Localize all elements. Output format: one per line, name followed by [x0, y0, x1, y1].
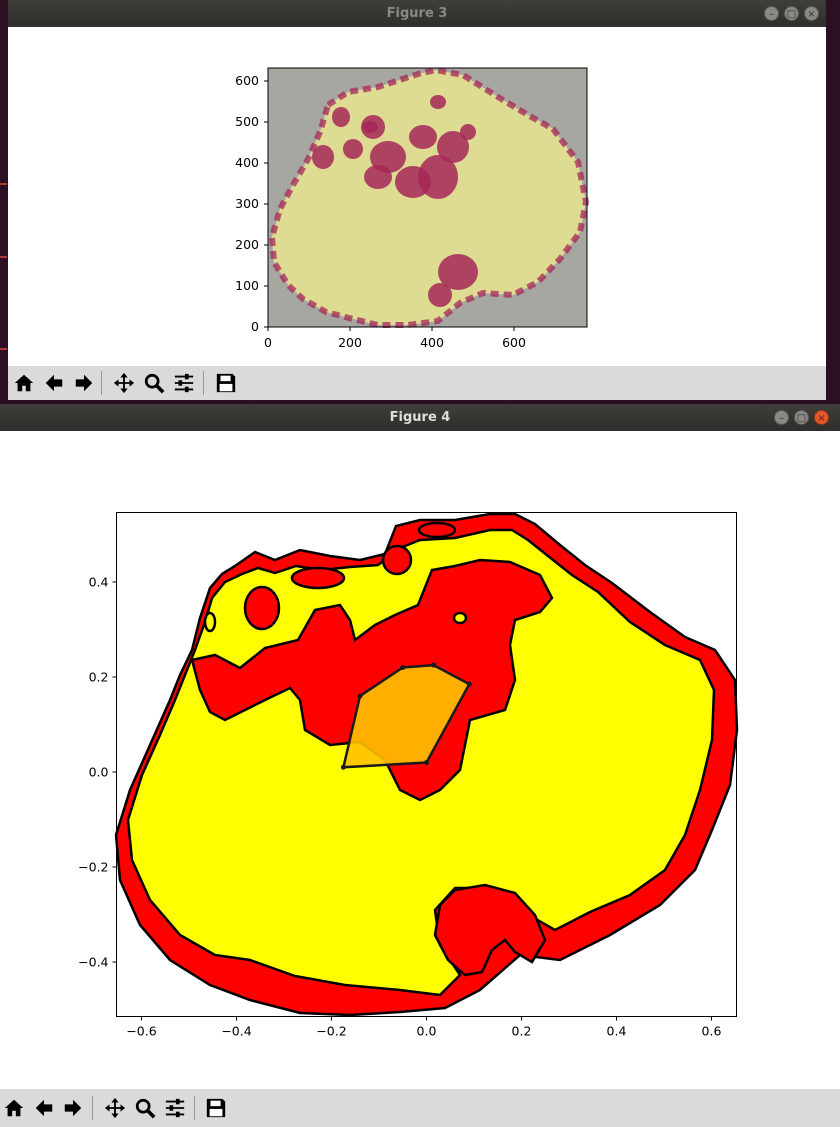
figure3-axes-frame [267, 67, 588, 328]
polygon-vertex [340, 764, 346, 770]
terminal-mark [0, 348, 7, 350]
x-tick-label: 0.6 [702, 1024, 722, 1039]
toolbar-separator [101, 371, 102, 395]
figure3-titlebar[interactable]: Figure 3 – □ × [8, 0, 826, 27]
figure3-ticks [264, 80, 515, 331]
figure4-plot: −0.6 −0.4 −0.2 0.0 0.2 0.4 0.6 −0.4 −0.2 0.0 0.2 0… [78, 512, 739, 1039]
spot-region [452, 611, 468, 625]
close-button[interactable]: × [814, 410, 829, 425]
terminal-mark [0, 183, 7, 185]
window-title: Figure 4 [389, 410, 451, 425]
figure4-ticks [112, 581, 712, 1021]
spot-region [243, 585, 281, 631]
minimize-button[interactable]: – [764, 6, 779, 21]
polygon-vertices [340, 662, 472, 770]
y-tick-label: 400 [235, 155, 259, 170]
terminal-mark [0, 256, 7, 258]
y-tick-label: 0 [251, 319, 259, 334]
spot-region [381, 544, 413, 576]
x-tick-label: −0.2 [316, 1024, 346, 1039]
spot-region [203, 611, 217, 633]
y-tick-label: 0.2 [89, 670, 109, 685]
figure4-toolbar [0, 1089, 840, 1127]
x-tick-label: 200 [338, 335, 362, 350]
polygon-vertex [424, 760, 429, 765]
pan-icon[interactable] [112, 371, 136, 395]
desktop-background [0, 0, 8, 400]
toolbar-separator [203, 371, 204, 395]
forward-icon[interactable] [61, 1096, 85, 1120]
pan-icon[interactable] [103, 1096, 127, 1120]
polygon-vertex [431, 662, 437, 668]
spot-region [290, 566, 346, 590]
figure3-window: Figure 3 – □ × [8, 0, 826, 400]
home-icon[interactable] [2, 1096, 26, 1120]
figure4-titlebar[interactable]: Figure 4 – □ × [0, 404, 840, 431]
y-tick-label: 500 [235, 114, 259, 129]
minimize-button[interactable]: – [774, 410, 789, 425]
x-tick-labels: −0.6 −0.4 −0.2 0.0 0.2 0.4 0.6 [126, 1024, 721, 1039]
y-tick-label: 600 [235, 73, 259, 88]
x-tick-label: 400 [420, 335, 444, 350]
petal-image [268, 66, 590, 328]
figure3-plot: 0 200 400 600 0 100 200 300 400 500 600 [235, 66, 590, 350]
figure4-canvas: −0.6 −0.4 −0.2 0.0 0.2 0.4 0.6 −0.4 −0.2 0.0 0.2 0… [0, 431, 840, 1127]
spot-region [417, 521, 457, 539]
window-title: Figure 3 [386, 6, 448, 21]
figure3-toolbar [8, 366, 826, 400]
x-tick-label: 0.4 [607, 1024, 627, 1039]
y-tick-label: 300 [235, 196, 259, 211]
back-icon[interactable] [32, 1096, 56, 1120]
figure4-window: Figure 4 – □ × [0, 404, 840, 1127]
y-tick-label: −0.4 [78, 955, 108, 970]
home-icon[interactable] [12, 371, 36, 395]
maximize-button[interactable]: □ [784, 6, 799, 21]
close-button[interactable]: × [804, 6, 819, 21]
polygon-vertex [400, 665, 406, 670]
x-tick-label: −0.4 [221, 1024, 251, 1039]
y-tick-label: −0.2 [78, 860, 108, 875]
zoom-icon[interactable] [133, 1096, 157, 1120]
back-icon[interactable] [42, 371, 66, 395]
configure-icon[interactable] [172, 371, 196, 395]
y-tick-label: 100 [235, 278, 259, 293]
figure3-canvas: 0 200 400 600 0 100 200 300 400 500 600 [8, 27, 826, 400]
x-tick-label: 0.0 [417, 1024, 437, 1039]
toolbar-separator [194, 1096, 195, 1120]
y-tick-label: 200 [235, 237, 259, 252]
spot-region [433, 883, 547, 977]
zoom-icon[interactable] [142, 371, 166, 395]
x-tick-label: −0.6 [126, 1024, 156, 1039]
y-tick-label: 0.4 [89, 575, 109, 590]
configure-icon[interactable] [163, 1096, 187, 1120]
toolbar-separator [92, 1096, 93, 1120]
polygon-vertex [357, 693, 363, 699]
y-tick-labels: −0.4 −0.2 0.0 0.2 0.4 [78, 575, 108, 970]
polygon-vertex [466, 681, 472, 687]
y-tick-label: 0.0 [89, 765, 109, 780]
maximize-button[interactable]: □ [794, 410, 809, 425]
forward-icon[interactable] [72, 371, 96, 395]
x-tick-label: 0 [264, 335, 272, 350]
save-icon[interactable] [214, 371, 238, 395]
x-tick-label: 0.2 [512, 1024, 532, 1039]
save-icon[interactable] [204, 1096, 228, 1120]
x-tick-label: 600 [502, 335, 526, 350]
